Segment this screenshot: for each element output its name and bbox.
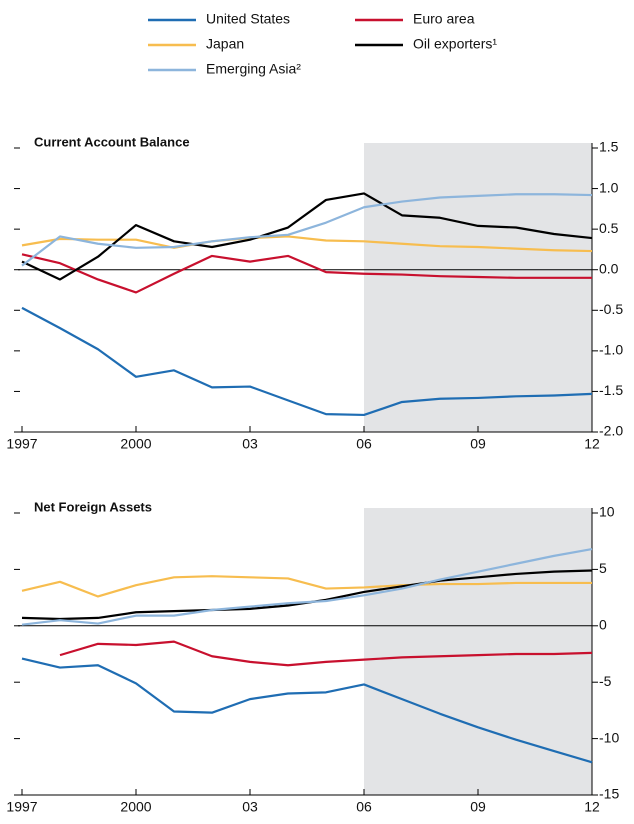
y-tick-label: 1.5 [599, 139, 619, 155]
legend-label: Emerging Asia² [206, 61, 301, 77]
y-tick-label: 10 [599, 504, 615, 520]
x-tick-label: 1997 [6, 799, 37, 815]
series-line [59, 640, 593, 667]
legend-label: Japan [206, 36, 244, 52]
x-tick-label: 12 [584, 799, 600, 815]
x-tick-label: 03 [242, 799, 258, 815]
series-line [21, 192, 593, 281]
series-line [21, 548, 593, 626]
chart-title: Current Account Balance [34, 134, 190, 149]
y-tick-label: 1.0 [599, 179, 619, 195]
y-tick-label: -1.0 [599, 342, 623, 358]
series-line [21, 575, 592, 598]
y-tick-label: -1.5 [599, 382, 623, 398]
y-tick-label: -2.0 [599, 423, 623, 439]
x-tick-label: 06 [356, 436, 372, 452]
x-tick-label: 06 [356, 799, 372, 815]
series-line [21, 306, 593, 417]
series-line [21, 253, 592, 294]
y-tick-label: 0.0 [599, 260, 619, 276]
y-tick-label: 0 [599, 617, 607, 633]
x-tick-label: 2000 [120, 799, 151, 815]
legend-label: United States [206, 11, 290, 27]
x-tick-label: 1997 [6, 436, 37, 452]
y-tick-label: -5 [599, 673, 612, 689]
y-tick-label: -0.5 [599, 301, 623, 317]
y-tick-label: 5 [599, 560, 607, 576]
y-tick-label: -10 [599, 729, 619, 745]
projection-shade [364, 143, 592, 432]
y-tick-label: 0.5 [599, 220, 619, 236]
chart-title: Net Foreign Assets [34, 499, 152, 514]
y-tick-label: -15 [599, 786, 619, 802]
legend-label: Oil exporters¹ [413, 36, 497, 52]
series-line [21, 193, 593, 267]
x-tick-label: 2000 [120, 436, 151, 452]
legend-label: Euro area [413, 11, 475, 27]
x-tick-label: 12 [584, 436, 600, 452]
x-tick-label: 09 [470, 436, 486, 452]
series-line [21, 657, 593, 764]
x-tick-label: 03 [242, 436, 258, 452]
x-tick-label: 09 [470, 799, 486, 815]
